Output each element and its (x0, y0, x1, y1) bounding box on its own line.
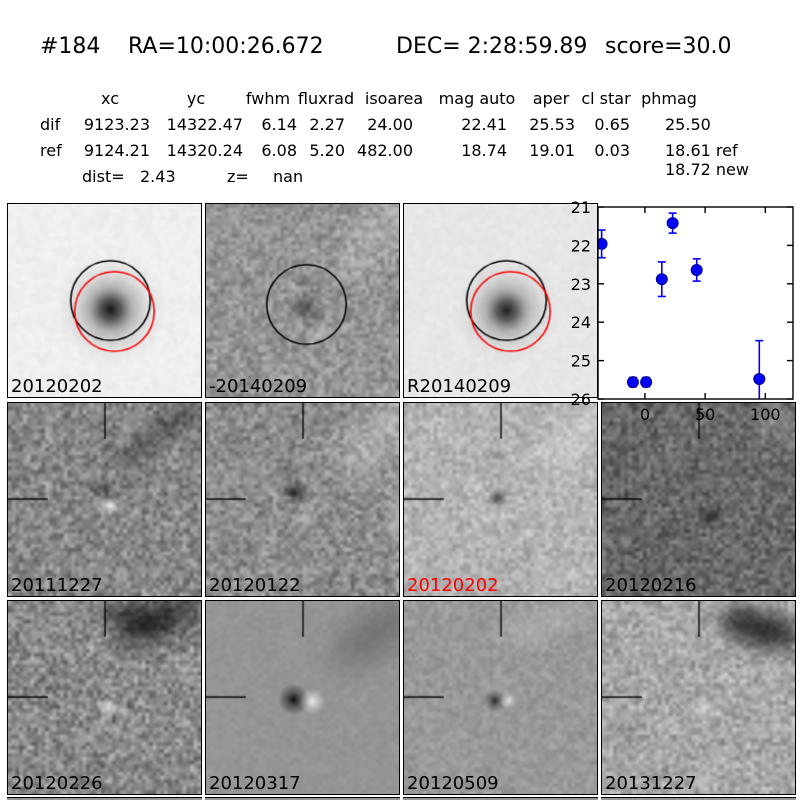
truncated-panel-sliver (403, 797, 598, 800)
ref-isoarea: 482.00 (357, 141, 413, 160)
diff-cutout-20120509: 20120509 (403, 600, 598, 795)
plot-background (598, 207, 793, 399)
dist-value: 2.43 (140, 167, 176, 186)
stamp-ref-image: R20140209 (403, 203, 598, 398)
truncated-panel-sliver (205, 797, 400, 800)
cutout-image (8, 403, 201, 596)
z-label: z= (227, 167, 249, 186)
cutout-image (602, 601, 795, 794)
diff-cutout-20120202-highlighted: 20120202 (403, 402, 598, 597)
ref-aper: 19.01 (529, 141, 575, 160)
dif-yc: 14322.47 (166, 115, 243, 134)
data-point (690, 263, 703, 276)
cutout-date-label: 20111227 (11, 575, 103, 596)
col-header-fluxrad: fluxrad (297, 89, 355, 108)
col-header-fwhm: fwhm (245, 89, 291, 108)
col-header-phmag: phmag (641, 89, 697, 108)
data-point (626, 376, 639, 389)
cutout-image (206, 601, 399, 794)
z-value: nan (273, 167, 304, 186)
col-header-yc: yc (186, 89, 206, 108)
ref-fwhm: 6.08 (261, 141, 297, 160)
dif-xc: 9123.23 (83, 115, 150, 134)
data-point (655, 273, 668, 286)
diff-cutout-20131227: 20131227 (601, 600, 796, 795)
cutout-image (206, 204, 399, 397)
candidate-ra: RA=10:00:26.672 (128, 34, 324, 59)
light-curve-series (598, 212, 766, 399)
dif-cl_star: 0.65 (594, 115, 630, 134)
diff-cutout-20120317: 20120317 (205, 600, 400, 795)
data-point (753, 373, 766, 386)
dif-aper: 25.53 (529, 115, 575, 134)
cutout-date-label: 20131227 (605, 773, 697, 794)
diff-cutout-20120216: 20120216 (601, 402, 796, 597)
dif-mag_auto: 22.41 (461, 115, 507, 134)
row-label-dif: dif (40, 115, 61, 134)
col-header-isoarea: isoarea (364, 89, 424, 108)
cutout-date-label: 20120202 (11, 376, 103, 397)
diff-cutout-20111227: 20111227 (7, 402, 202, 597)
cutout-image (8, 601, 201, 794)
stamp-new-image: 20120202 (7, 203, 202, 398)
data-point (666, 217, 679, 230)
candidate-id: #184 (40, 34, 101, 59)
candidate-score: score=30.0 (605, 34, 732, 59)
phmag-new: 18.72 new (665, 160, 749, 179)
col-header-mag_auto: mag auto (438, 89, 516, 108)
cutout-image (404, 403, 597, 596)
row-label-ref: ref (40, 141, 62, 160)
dif-phmag: 25.50 (665, 115, 711, 134)
diff-cutout-20120122: 20120122 (205, 402, 400, 597)
col-header-xc: xc (101, 89, 119, 108)
dif-fluxrad: 2.27 (309, 115, 345, 134)
cutout-date-label: R20140209 (407, 376, 512, 397)
truncated-panel-sliver (601, 797, 796, 800)
ref-xc: 9124.21 (83, 141, 150, 160)
dif-fwhm: 6.14 (261, 115, 297, 134)
cutout-date-label: 20120202 (407, 575, 499, 596)
candidate-dec: DEC= 2:28:59.89 (396, 34, 588, 59)
stamp-diff-image: -20140209 (205, 203, 400, 398)
ref-yc: 14320.24 (166, 141, 243, 160)
cutout-date-label: 20120509 (407, 773, 499, 794)
col-header-aper: aper (532, 89, 570, 108)
dist-label: dist= (82, 167, 125, 186)
cutout-date-label: 20120216 (605, 575, 697, 596)
ref-phmag: 18.61 ref (665, 141, 738, 160)
cutout-image (206, 403, 399, 596)
ref-cl_star: 0.03 (594, 141, 630, 160)
ref-fluxrad: 5.20 (309, 141, 345, 160)
cutout-date-label: -20140209 (209, 376, 308, 397)
cutout-image (602, 403, 795, 596)
truncated-panel-sliver (7, 797, 202, 800)
cutout-image (404, 601, 597, 794)
dif-isoarea: 24.00 (367, 115, 413, 134)
plot-frame (597, 206, 794, 400)
diff-cutout-20120226: 20120226 (7, 600, 202, 795)
cutout-image (404, 204, 597, 397)
col-header-cl_star: cl star (581, 89, 631, 108)
cutout-image (8, 204, 201, 397)
cutout-date-label: 20120317 (209, 773, 301, 794)
ref-mag_auto: 18.74 (461, 141, 507, 160)
cutout-date-label: 20120226 (11, 773, 103, 794)
data-point (640, 376, 653, 389)
cutout-date-label: 20120122 (209, 575, 301, 596)
